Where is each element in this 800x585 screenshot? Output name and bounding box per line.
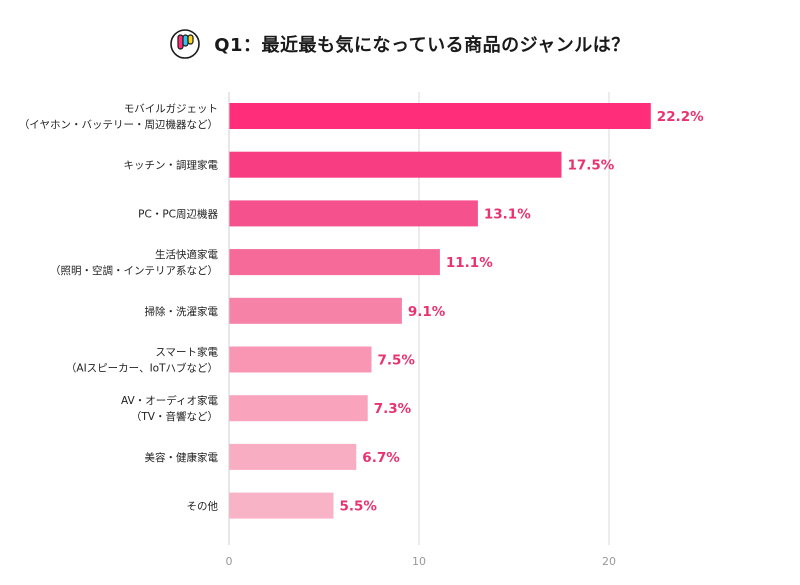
data-label: 9.1% (408, 304, 446, 320)
bar (229, 103, 651, 129)
bar (229, 443, 357, 470)
x-tick-label: 0 (226, 555, 233, 568)
category-label: （AIスピーカー、IoTハブなど） (66, 362, 218, 375)
bar (229, 492, 334, 519)
chart-header: Q1：最近最も気になっている商品のジャンルは？ (0, 26, 800, 62)
data-label: 11.1% (446, 255, 493, 271)
category-label: PC・PC周辺機器 (138, 207, 218, 220)
bar (229, 249, 440, 276)
category-label: （照明・空調・インテリア系など） (50, 264, 218, 277)
data-label: 7.3% (374, 401, 412, 417)
category-label: 美容・健康家電 (145, 451, 219, 464)
data-label: 13.1% (484, 206, 531, 222)
x-tick-label: 10 (412, 555, 426, 568)
bar (229, 151, 562, 178)
data-label: 6.7% (362, 450, 400, 466)
data-label: 22.2% (657, 109, 704, 125)
bar (229, 200, 478, 227)
data-label: 5.5% (340, 499, 378, 515)
brand-logo-icon (170, 29, 201, 59)
chart-title: Q1：最近最も気になっている商品のジャンルは？ (214, 35, 630, 56)
category-label: （TV・音響など） (131, 410, 218, 423)
category-label: （イヤホン・バッテリー・周辺機器など） (19, 118, 218, 131)
category-label: その他 (187, 500, 219, 513)
bar (229, 297, 402, 324)
category-label: AV・オーディオ家電 (121, 394, 218, 407)
category-label: スマート家電 (155, 346, 218, 359)
data-label: 7.5% (378, 353, 416, 369)
category-label: 掃除・洗濯家電 (145, 305, 219, 318)
category-label: モバイルガジェット (124, 103, 218, 115)
x-tick-label: 20 (602, 555, 616, 568)
category-label: キッチン・調理家電 (124, 159, 219, 172)
data-label: 17.5% (568, 158, 615, 174)
category-label: 生活快適家電 (155, 248, 218, 261)
bar (229, 395, 368, 422)
bar (229, 346, 372, 373)
